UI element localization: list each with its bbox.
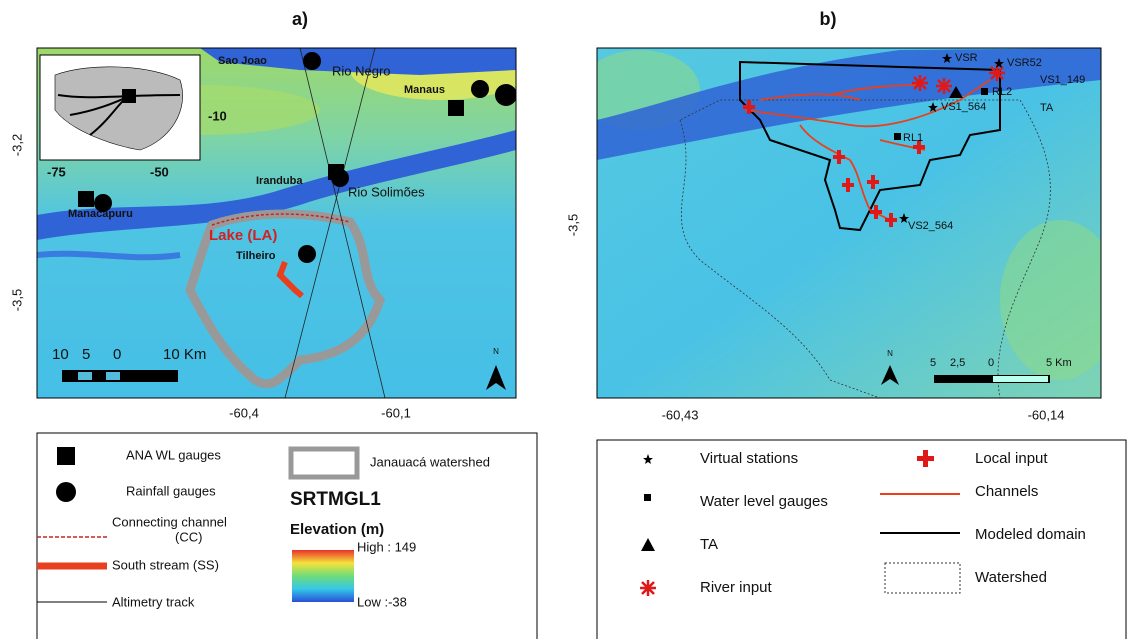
legend-label: Virtual stations <box>700 450 798 467</box>
station-label: VSR <box>955 52 978 64</box>
ana-gauge <box>448 100 464 116</box>
scale-label: 5 Km <box>1046 357 1072 369</box>
legend-label: Water level gauges <box>700 493 828 510</box>
legend-label: River input <box>700 579 773 596</box>
legend-heading: SRTMGL1 <box>290 489 381 510</box>
river-input <box>989 65 1005 81</box>
station-label: RL1 <box>903 132 923 144</box>
rainfall-gauge <box>331 169 349 187</box>
x-tick: -60,43 <box>662 407 699 422</box>
legend-label: Altimetry track <box>112 594 195 609</box>
scale-label: 5 <box>930 357 936 369</box>
scale-label: 5 <box>82 346 90 363</box>
place-label: Manacapuru <box>68 208 133 220</box>
inset-tick: -75 <box>47 164 66 179</box>
station-label: VS1_149 <box>1040 74 1085 86</box>
rainfall-gauge <box>298 245 316 263</box>
place-label: Rio Solimões <box>348 184 425 199</box>
legend-label: Channels <box>975 483 1038 500</box>
scale-label: 10 Km <box>163 346 206 363</box>
legend-label: Connecting channel <box>112 514 227 529</box>
place-label: Rio Negro <box>332 63 391 78</box>
place-label: Iranduba <box>256 175 303 187</box>
scale-label: 2,5 <box>950 357 965 369</box>
legend-label: (CC) <box>175 529 202 544</box>
y-tick: -3,2 <box>9 134 24 156</box>
rainfall-gauge <box>495 84 517 106</box>
station-label: TA <box>1040 102 1054 114</box>
river-input <box>936 78 952 94</box>
map-b <box>580 48 1120 398</box>
scale-bar <box>78 372 92 380</box>
x-tick: -60,4 <box>229 405 259 420</box>
place-label: Sao Joao <box>218 55 267 67</box>
station-label: VSR52 <box>1007 57 1042 69</box>
wl-gauge <box>981 88 988 95</box>
inset-location <box>122 89 136 103</box>
station-label: VS2_564 <box>908 220 953 232</box>
legend-label: South stream (SS) <box>112 557 219 572</box>
legend-label: ANA WL gauges <box>126 447 221 462</box>
ana-gauge <box>78 191 94 207</box>
figure: a) Sao Joao Rio Negro Manaus Iranduba Ri… <box>0 0 1127 639</box>
station-label: RL2 <box>992 86 1012 98</box>
legend-label: Low :-38 <box>357 594 407 609</box>
legend-label: Local input <box>975 450 1048 467</box>
inset-tick: -10 <box>208 108 227 123</box>
rainfall-gauge <box>471 80 489 98</box>
scale-label: 0 <box>113 346 121 363</box>
legend-label: TA <box>700 536 718 553</box>
scale-label: 0 <box>988 357 994 369</box>
legend-heading: Elevation (m) <box>290 521 384 538</box>
scale-label: 10 <box>52 346 69 363</box>
x-tick: -60,1 <box>381 405 411 420</box>
panel-title: a) <box>292 9 308 29</box>
legend-label: Modeled domain <box>975 526 1086 543</box>
legend-symbol <box>57 447 75 465</box>
place-label: Tilheiro <box>236 250 276 262</box>
y-tick: -3,5 <box>565 214 580 236</box>
north-label: N <box>493 347 499 356</box>
place-label: Lake (LA) <box>209 227 277 244</box>
place-label: Manaus <box>404 84 445 96</box>
panel-title: b) <box>820 9 837 29</box>
river <box>37 254 180 258</box>
legend-label: High : 149 <box>357 539 416 554</box>
legend-symbol <box>644 494 651 501</box>
legend-label: Janauacá watershed <box>370 454 490 469</box>
y-tick: -3,5 <box>9 289 24 311</box>
x-tick: -60,14 <box>1028 407 1065 422</box>
legend-symbol <box>56 482 76 502</box>
wl-gauge <box>894 133 901 140</box>
legend-label: Rainfall gauges <box>126 483 216 498</box>
legend-label: Watershed <box>975 569 1047 586</box>
scale-bar <box>993 376 1048 382</box>
inset-tick: -50 <box>150 164 169 179</box>
elevation-ramp <box>292 550 354 602</box>
legend-symbol <box>640 580 656 596</box>
rainfall-gauge <box>303 52 321 70</box>
river-input <box>912 75 928 91</box>
station-label: VS1_564 <box>941 101 986 113</box>
north-label: N <box>887 349 893 358</box>
scale-bar <box>106 372 120 380</box>
